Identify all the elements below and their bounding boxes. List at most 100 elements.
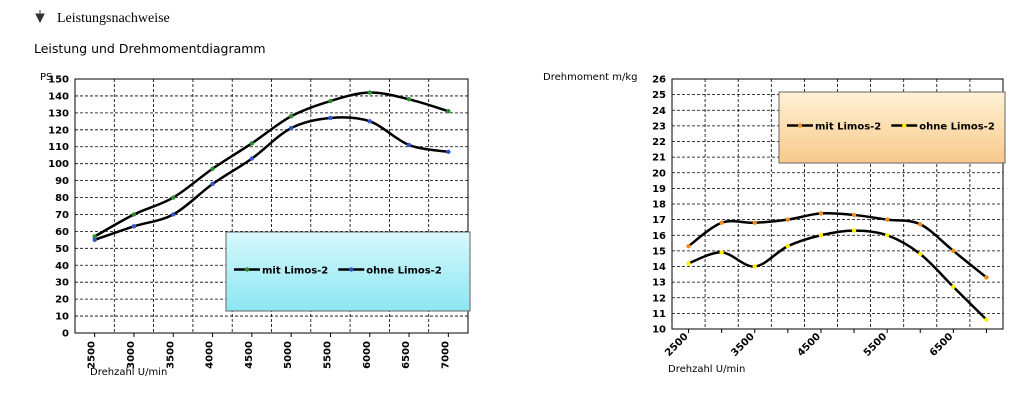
data-point (171, 212, 176, 217)
data-point (818, 233, 824, 238)
y-tick-label: 110 (48, 142, 69, 153)
y-tick-label: 10 (652, 325, 666, 336)
legend-label: ohne Limos-2 (919, 122, 995, 133)
y-tick-label: 19 (652, 184, 666, 195)
data-point (785, 217, 791, 222)
data-point (249, 141, 255, 146)
y-tick-label: 22 (652, 137, 666, 148)
y-tick-label: 10 (55, 312, 69, 323)
legend-label: mit Limos-2 (815, 122, 881, 133)
y-tick-label: 30 (55, 278, 69, 289)
y-tick-label: 26 (652, 75, 666, 86)
data-point (367, 90, 372, 95)
data-point (686, 243, 691, 249)
data-point (367, 119, 372, 124)
bullet-icon (35, 10, 45, 24)
x-tick-label: 6500 (401, 341, 412, 369)
y-tick-label: 40 (55, 261, 69, 272)
y-tick-label: 17 (652, 215, 666, 226)
legend-box (225, 231, 471, 312)
x-tick-label: 5500 (322, 341, 333, 369)
y-tick-label: 12 (652, 293, 666, 304)
data-point (328, 98, 333, 104)
data-point (752, 220, 757, 225)
heading: Leistungsnachweise (57, 11, 170, 26)
data-point (131, 212, 137, 217)
y-tick-label: 130 (48, 108, 69, 119)
x-tick-label: 4000 (205, 341, 216, 369)
legend-label: ohne Limos-2 (366, 266, 442, 277)
series-line (687, 211, 988, 279)
x-tick-label: 2500 (663, 331, 690, 358)
data-point (406, 142, 412, 148)
y-axis-label: PS (40, 72, 52, 83)
y-tick-label: 14 (652, 262, 666, 273)
y-tick-label: 90 (55, 176, 69, 187)
x-tick-label: 3500 (165, 341, 176, 369)
legend-marker (797, 123, 803, 128)
y-tick-label: 13 (652, 278, 666, 289)
series-line (94, 91, 449, 238)
y-tick-label: 50 (55, 244, 69, 255)
x-tick-label: 2500 (87, 341, 98, 369)
x-tick-label: 3500 (729, 331, 756, 358)
series-line (688, 229, 988, 321)
x-tick-label: 6500 (928, 331, 955, 358)
data-point (719, 220, 724, 225)
y-tick-label: 20 (652, 168, 666, 179)
data-point (951, 284, 956, 290)
y-tick-label: 18 (652, 200, 666, 211)
series-line (94, 116, 449, 242)
y-tick-label: 60 (55, 227, 69, 238)
legend-marker (902, 123, 907, 128)
data-point (752, 264, 757, 269)
legend-label: mit Limos-2 (262, 266, 328, 277)
x-tick-label: 7000 (440, 341, 451, 369)
x-tick-label: 5000 (283, 341, 294, 369)
data-point (446, 108, 451, 114)
x-tick-label: 6000 (362, 341, 373, 369)
data-point (984, 317, 989, 322)
y-tick-label: 150 (48, 75, 69, 86)
y-tick-label: 100 (48, 159, 69, 170)
data-point (92, 234, 97, 239)
legend-box (778, 91, 1006, 164)
x-axis-label: Drehzahl U/min (668, 364, 745, 375)
data-point (951, 248, 956, 254)
x-tick-label: 5500 (862, 331, 889, 358)
y-tick-label: 11 (652, 309, 666, 320)
data-point (785, 243, 791, 249)
y-axis-label: Drehmoment m/kg (543, 72, 638, 83)
y-tick-label: 21 (652, 153, 666, 164)
data-point (446, 149, 451, 155)
data-point (686, 261, 691, 266)
subheading: Leistung und Drehmomentdiagramm (34, 41, 266, 56)
data-point (851, 212, 857, 218)
data-point (210, 166, 215, 171)
data-point (406, 97, 412, 102)
data-point (131, 224, 137, 229)
data-point (288, 125, 294, 131)
data-point (851, 228, 857, 233)
x-axis-label: Drehzahl U/min (90, 367, 167, 378)
y-tick-label: 15 (652, 246, 666, 257)
data-point (818, 211, 824, 216)
x-tick-label: 4500 (796, 331, 823, 358)
y-tick-label: 80 (55, 193, 69, 204)
data-point (328, 115, 333, 121)
data-point (171, 195, 176, 200)
y-tick-label: 16 (652, 231, 666, 242)
x-tick-label: 4500 (244, 341, 255, 369)
data-point (918, 222, 923, 227)
data-point (884, 233, 890, 238)
data-point (918, 251, 923, 257)
y-tick-label: 24 (652, 106, 666, 117)
y-tick-label: 25 (652, 90, 666, 101)
data-point (884, 217, 890, 222)
data-point (984, 275, 989, 280)
legend-marker (244, 267, 250, 272)
data-point (249, 156, 255, 161)
y-tick-label: 20 (55, 295, 69, 306)
legend-marker (349, 267, 354, 272)
